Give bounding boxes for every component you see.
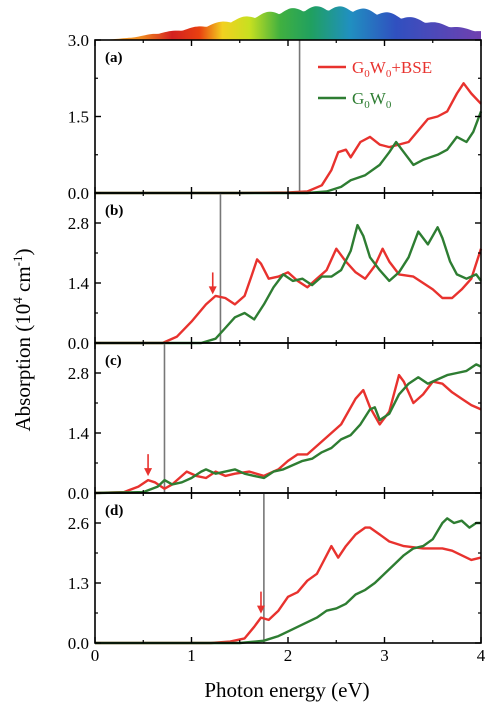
peak-arrow-head bbox=[208, 286, 217, 295]
panel-b: 0.0 1.4 2.8 (b) bbox=[68, 192, 483, 353]
solar-spectrum-strip bbox=[95, 6, 481, 40]
panel-label: (b) bbox=[105, 203, 123, 219]
series-line-g0w0-bse bbox=[95, 247, 483, 345]
y-tick-label: 0.0 bbox=[68, 634, 89, 653]
series-line-g0w0-bse bbox=[95, 526, 482, 645]
series-line-g0w0-bse bbox=[95, 82, 482, 195]
y-tick-label: 2.8 bbox=[68, 214, 89, 233]
y-tick-label: 0.0 bbox=[68, 184, 89, 203]
y-tick-label: 0.0 bbox=[68, 484, 89, 503]
y-tick-label: 1.4 bbox=[68, 424, 90, 443]
x-tick-label: 0 bbox=[91, 646, 100, 665]
panel-frame bbox=[94, 342, 482, 494]
panel-label: (a) bbox=[105, 50, 123, 66]
x-tick-label: 3 bbox=[380, 646, 389, 665]
series-line-g0w0 bbox=[95, 110, 483, 195]
panel-frame bbox=[94, 492, 482, 644]
panel-c: 0.0 1.4 2.8 (c) bbox=[68, 342, 482, 503]
y-tick-label: 2.6 bbox=[68, 514, 89, 533]
y-tick-label: 2.8 bbox=[68, 364, 89, 383]
panels: 0.0 1.5 3.0 (a) 0.0 1.4 2.8 (b) 0.0 1.4 2.8 (c) 0 1 2 3… bbox=[68, 31, 486, 665]
y-tick-label: 1.5 bbox=[68, 108, 89, 127]
y-axis-title: Absorption (104 cm-1) bbox=[10, 249, 35, 432]
series-line-g0w0 bbox=[95, 517, 481, 645]
peak-arrow-head bbox=[144, 468, 153, 477]
x-tick-label: 4 bbox=[477, 646, 486, 665]
legend-label-gw: G0W0 bbox=[352, 89, 392, 111]
panel-label: (d) bbox=[105, 503, 123, 519]
legend: G0W0+BSE G0W0 bbox=[318, 58, 432, 111]
peak-arrow-head bbox=[256, 605, 265, 614]
series-line-g0w0-bse bbox=[94, 373, 482, 495]
y-tick-label: 1.3 bbox=[68, 574, 89, 593]
solar-spectrum-shape bbox=[95, 6, 481, 40]
x-axis-title: Photon energy (eV) bbox=[204, 678, 369, 702]
y-tick-label: 0.0 bbox=[68, 334, 89, 353]
legend-label-bse: G0W0+BSE bbox=[352, 58, 432, 80]
x-tick-label: 1 bbox=[187, 646, 196, 665]
panel-frame bbox=[94, 192, 482, 344]
y-tick-label: 3.0 bbox=[68, 31, 89, 50]
panel-label: (c) bbox=[105, 353, 122, 369]
panel-d: 0 1 2 3 4 0.0 1.3 2.6 (d) bbox=[68, 492, 486, 665]
x-tick-label: 2 bbox=[284, 646, 293, 665]
panel-a: 0.0 1.5 3.0 (a) bbox=[68, 31, 483, 203]
series-line-g0w0 bbox=[94, 363, 482, 495]
y-tick-label: 1.4 bbox=[68, 274, 90, 293]
series-line-g0w0 bbox=[95, 223, 482, 345]
